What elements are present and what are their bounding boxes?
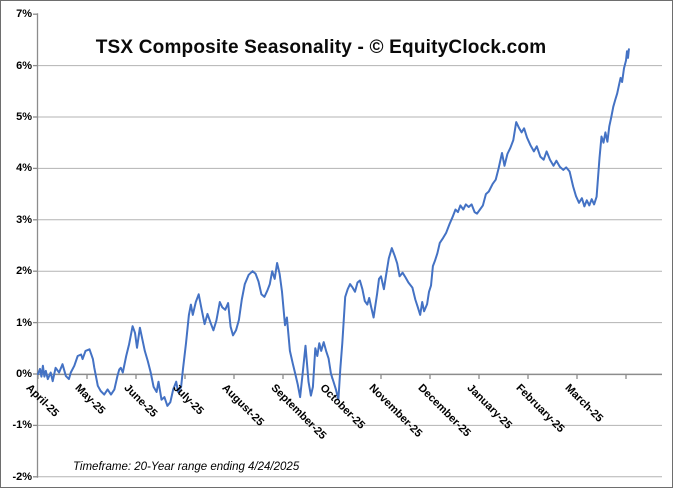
- timeframe-footnote: Timeframe: 20-Year range ending 4/24/202…: [73, 461, 300, 473]
- y-axis-label--1%: -1%: [12, 419, 32, 432]
- y-axis-label-5%: 5%: [16, 111, 32, 123]
- y-axis-label-1%: 1%: [16, 316, 32, 329]
- y-axis-label-3%: 3%: [16, 213, 32, 226]
- seasonality-line: [37, 48, 630, 407]
- chart-title: TSX Composite Seasonality - © EquityCloc…: [95, 37, 547, 58]
- y-axis-label-4%: 4%: [16, 162, 32, 175]
- axes: [33, 13, 662, 478]
- y-axis-label--2%: -2%: [12, 470, 32, 483]
- y-axis-label-6%: 6%: [16, 59, 32, 72]
- y-axis-label-0%: 0%: [16, 368, 32, 380]
- y-axis-label-7%: 7%: [16, 8, 32, 21]
- y-axis-label-2%: 2%: [16, 265, 32, 278]
